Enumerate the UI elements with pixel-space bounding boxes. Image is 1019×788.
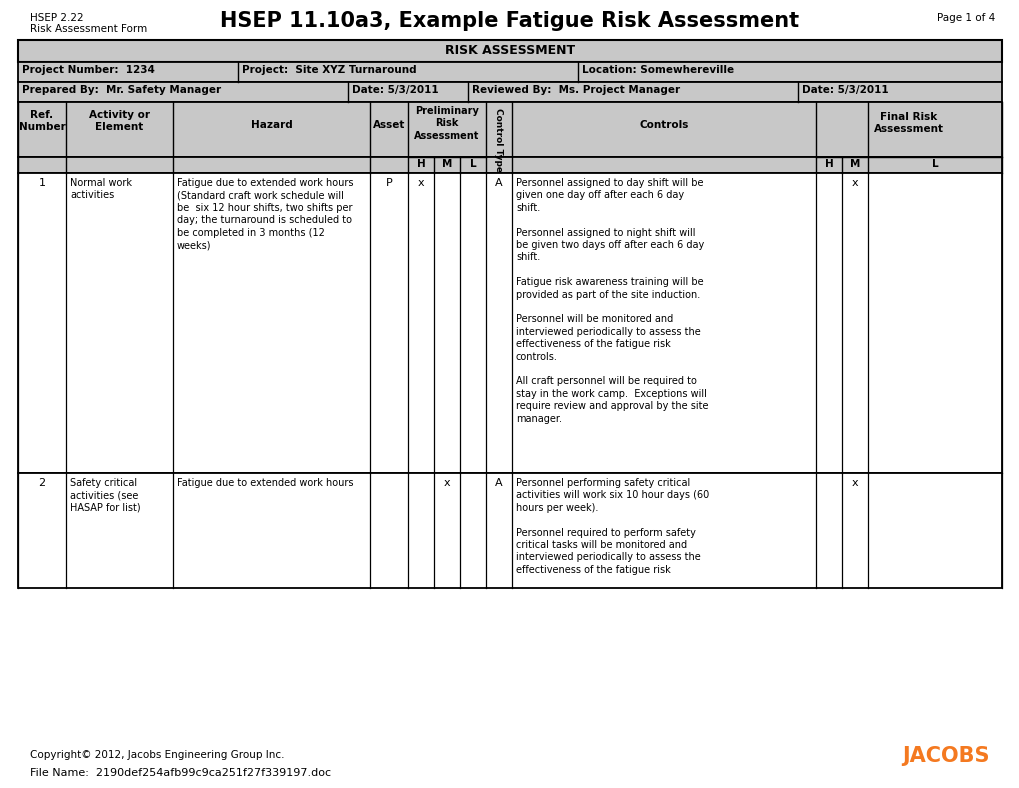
Text: Risk Assessment Form: Risk Assessment Form <box>30 24 147 34</box>
Text: Hazard: Hazard <box>251 120 292 130</box>
Text: Final Risk
Assessment: Final Risk Assessment <box>873 112 943 135</box>
Text: Preliminary
Risk
Assessment: Preliminary Risk Assessment <box>414 106 479 141</box>
Text: HSEP 11.10a3, Example Fatigue Risk Assessment: HSEP 11.10a3, Example Fatigue Risk Asses… <box>220 11 799 31</box>
Text: M: M <box>441 159 451 169</box>
Text: JACOBS: JACOBS <box>902 746 989 766</box>
Text: HSEP 2.22: HSEP 2.22 <box>30 13 84 23</box>
Text: Date: 5/3/2011: Date: 5/3/2011 <box>801 85 888 95</box>
Bar <box>18 82 1001 102</box>
Text: Controls: Controls <box>639 120 688 130</box>
Bar <box>18 102 1001 157</box>
Bar <box>18 473 1001 588</box>
Text: Control Type: Control Type <box>494 107 503 172</box>
Text: Normal work
activities: Normal work activities <box>70 178 131 200</box>
Text: x: x <box>443 478 449 488</box>
Text: M: M <box>849 159 859 169</box>
Text: L: L <box>930 159 937 169</box>
Text: Date: 5/3/2011: Date: 5/3/2011 <box>352 85 438 95</box>
Text: Reviewed By:  Ms. Project Manager: Reviewed By: Ms. Project Manager <box>472 85 680 95</box>
Text: Fatigue due to extended work hours: Fatigue due to extended work hours <box>177 478 354 488</box>
Text: P: P <box>385 178 392 188</box>
Text: H: H <box>416 159 425 169</box>
Text: Activity or
Element: Activity or Element <box>89 110 150 132</box>
Text: Asset: Asset <box>373 120 405 130</box>
Text: File Name:  2190def254afb99c9ca251f27f339197.doc: File Name: 2190def254afb99c9ca251f27f339… <box>30 768 331 778</box>
Text: A: A <box>494 478 502 488</box>
Text: x: x <box>417 178 424 188</box>
Text: Ref.
Number: Ref. Number <box>18 110 65 132</box>
Text: RISK ASSESSMENT: RISK ASSESSMENT <box>444 44 575 57</box>
Bar <box>18 62 1001 82</box>
Text: Fatigue due to extended work hours
(Standard craft work schedule will
be  six 12: Fatigue due to extended work hours (Stan… <box>177 178 354 250</box>
Text: x: x <box>851 178 857 188</box>
Bar <box>18 173 1001 473</box>
Bar <box>18 40 1001 62</box>
Text: H: H <box>823 159 833 169</box>
Text: Location: Somewhereville: Location: Somewhereville <box>582 65 734 75</box>
Text: 1: 1 <box>39 178 46 188</box>
Text: Copyright© 2012, Jacobs Engineering Group Inc.: Copyright© 2012, Jacobs Engineering Grou… <box>30 750 284 760</box>
Text: Project Number:  1234: Project Number: 1234 <box>22 65 155 75</box>
Text: Personnel performing safety critical
activities will work six 10 hour days (60
h: Personnel performing safety critical act… <box>516 478 708 574</box>
Text: Project:  Site XYZ Turnaround: Project: Site XYZ Turnaround <box>242 65 416 75</box>
Text: 2: 2 <box>39 478 46 488</box>
Bar <box>18 157 1001 173</box>
Text: Page 1 of 4: Page 1 of 4 <box>935 13 994 23</box>
Text: Prepared By:  Mr. Safety Manager: Prepared By: Mr. Safety Manager <box>22 85 221 95</box>
Text: Personnel assigned to day shift will be
given one day off after each 6 day
shift: Personnel assigned to day shift will be … <box>516 178 708 424</box>
Text: x: x <box>851 478 857 488</box>
Text: A: A <box>494 178 502 188</box>
Text: Safety critical
activities (see
HASAP for list): Safety critical activities (see HASAP fo… <box>70 478 141 513</box>
Text: L: L <box>469 159 476 169</box>
